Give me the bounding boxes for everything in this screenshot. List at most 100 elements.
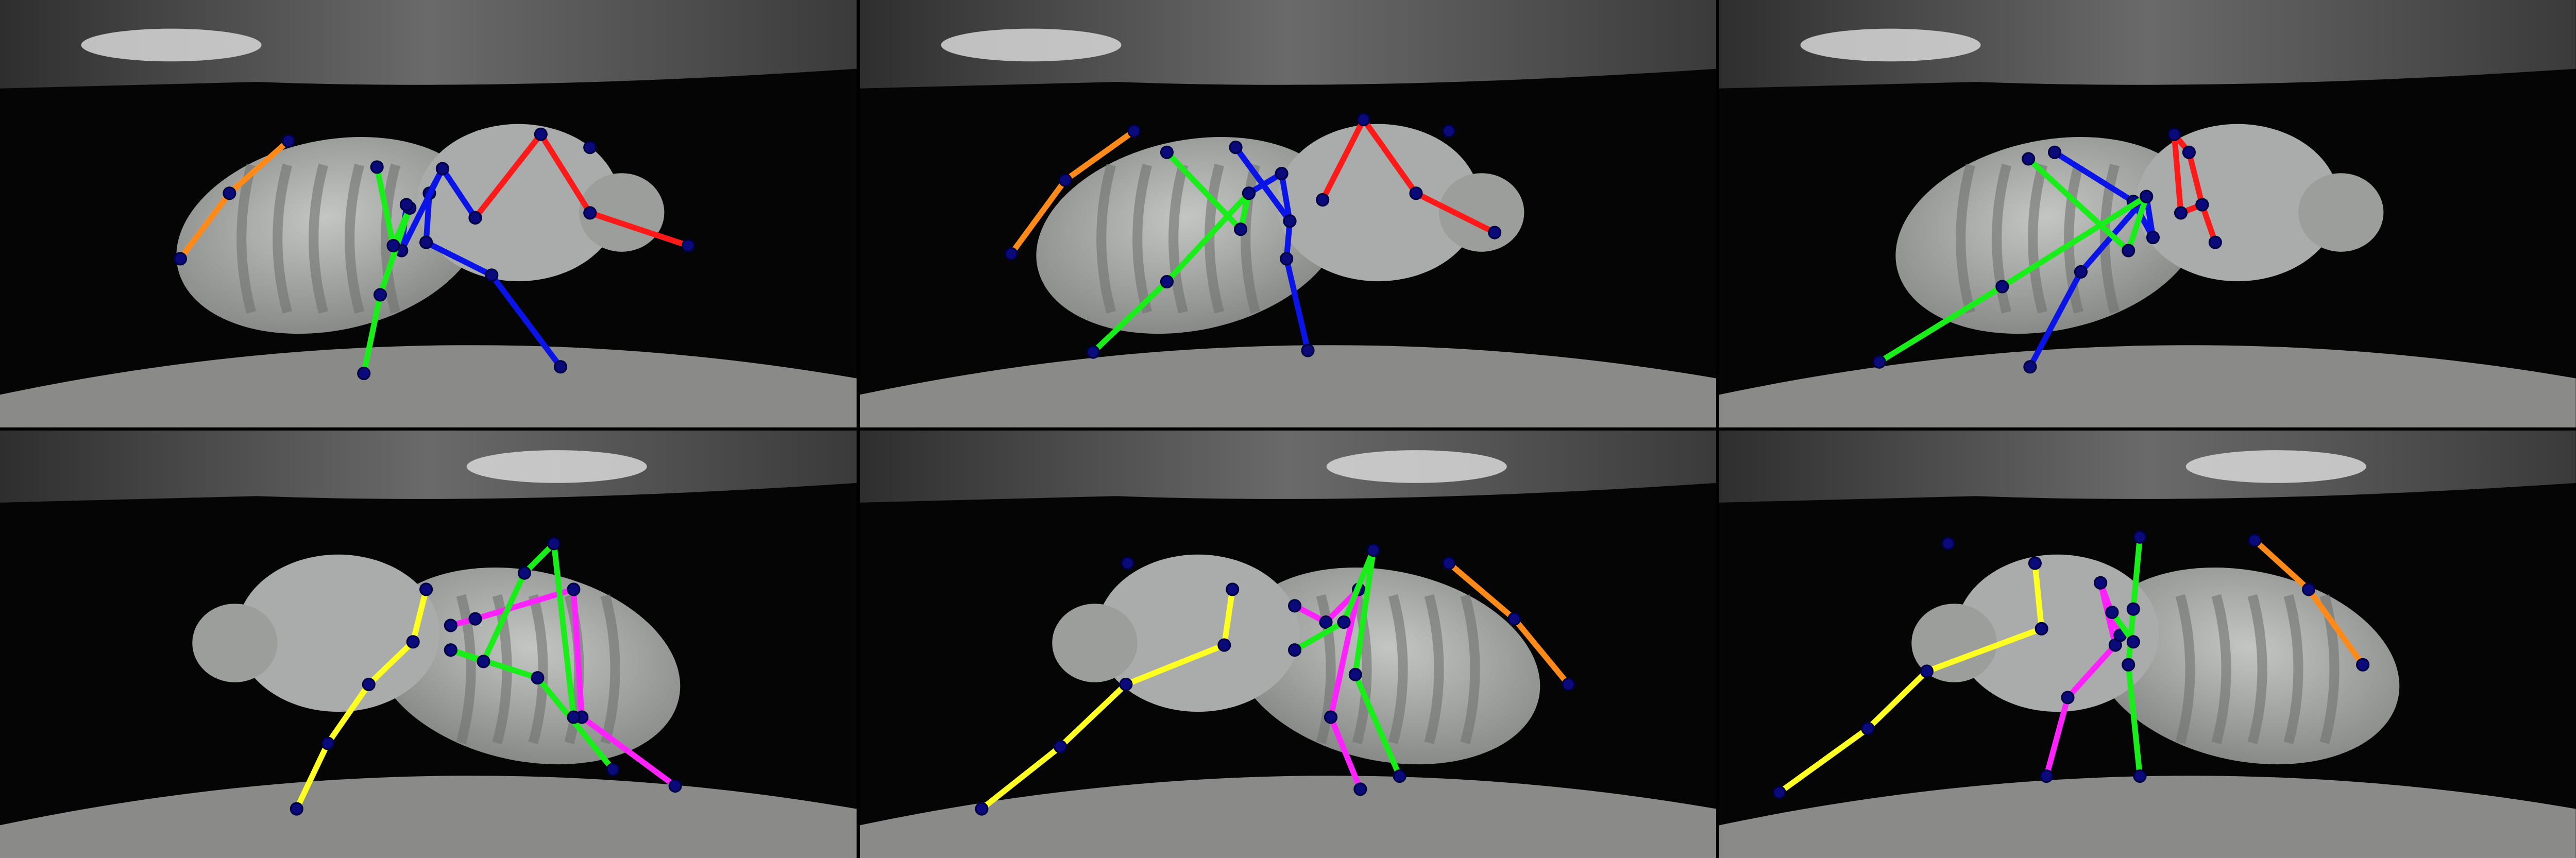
ceiling-glare bbox=[1719, 431, 2576, 503]
keypoint bbox=[2133, 769, 2147, 783]
keypoint bbox=[444, 643, 457, 657]
fly-head bbox=[2298, 173, 2384, 252]
keypoint bbox=[1242, 186, 1256, 200]
abdomen-stripe bbox=[1424, 594, 1444, 744]
keypoint bbox=[2182, 145, 2196, 159]
keypoint bbox=[547, 537, 561, 551]
keypoint bbox=[1275, 167, 1289, 181]
keypoint bbox=[531, 671, 545, 685]
limb-leg-front-a bbox=[1319, 116, 1498, 236]
light-reflection bbox=[941, 28, 1122, 62]
keypoint bbox=[2074, 265, 2088, 279]
ceiling-glare bbox=[1719, 0, 2576, 89]
fly-thorax bbox=[1096, 554, 1300, 712]
keypoint bbox=[419, 582, 433, 596]
keypoint bbox=[281, 134, 295, 148]
keypoint bbox=[2133, 530, 2147, 544]
keypoint bbox=[606, 763, 620, 777]
keypoint bbox=[1160, 274, 1174, 289]
abdomen-stripe bbox=[1168, 163, 1188, 314]
fly-thorax bbox=[1956, 554, 2159, 712]
keypoint bbox=[2140, 190, 2154, 203]
keypoint bbox=[1225, 582, 1239, 596]
keypoint bbox=[1366, 543, 1380, 557]
keypoint bbox=[2167, 127, 2181, 141]
fly-thorax bbox=[1276, 124, 1480, 282]
limb-leg-hind-a bbox=[1876, 156, 2150, 365]
keypoint bbox=[1561, 677, 1575, 691]
camera-view-top-middle bbox=[859, 0, 1717, 427]
keypoint bbox=[1287, 599, 1301, 613]
keypoint bbox=[1058, 173, 1072, 187]
ledge-surface bbox=[859, 345, 1717, 427]
keypoint bbox=[668, 779, 682, 793]
keypoint bbox=[2061, 691, 2075, 705]
keypoint bbox=[1872, 355, 1887, 369]
limb-leg-front-b bbox=[1776, 560, 2045, 796]
limb-leg-mid-a-alt bbox=[1232, 144, 1293, 224]
keypoint bbox=[1315, 193, 1329, 207]
abdomen-stripe bbox=[309, 163, 328, 314]
ceiling-glare bbox=[859, 431, 1717, 503]
keypoint bbox=[362, 677, 376, 691]
keypoint bbox=[468, 211, 482, 225]
light-reflection bbox=[1800, 28, 1981, 62]
keypoint bbox=[173, 252, 187, 266]
keypoint bbox=[321, 736, 335, 750]
keypoint bbox=[1004, 247, 1018, 261]
fly-abdomen bbox=[1895, 137, 2203, 334]
keypoint bbox=[2028, 556, 2042, 570]
keypoint bbox=[1233, 222, 1247, 236]
keypoint bbox=[1861, 722, 1875, 735]
fly-abdomen bbox=[2092, 568, 2400, 765]
keypoint bbox=[567, 582, 581, 596]
ledge-surface bbox=[1719, 345, 2576, 427]
keypoint bbox=[1217, 638, 1231, 652]
keypoint bbox=[2146, 231, 2160, 245]
ceiling-glare bbox=[859, 0, 1717, 89]
limb-leg-hind-b bbox=[2125, 534, 2143, 779]
abdomen-stripe bbox=[2176, 594, 2195, 744]
keypoint bbox=[2209, 235, 2223, 249]
keypoint bbox=[290, 802, 303, 816]
abdomen-stripe bbox=[456, 594, 476, 744]
abdomen-stripe bbox=[2248, 594, 2267, 744]
keypoint bbox=[2174, 206, 2188, 220]
abdomen-stripe bbox=[236, 163, 256, 314]
abdomen-stripe bbox=[2064, 163, 2084, 314]
fly-head bbox=[192, 604, 278, 682]
limb-leg-hind-b-alt bbox=[551, 540, 577, 720]
ledge-surface bbox=[1719, 776, 2576, 858]
keypoint bbox=[2195, 198, 2209, 212]
keypoint bbox=[1301, 344, 1315, 357]
keypoint bbox=[2094, 576, 2108, 590]
camera-view-top-right bbox=[1719, 0, 2576, 427]
ceiling-glare bbox=[0, 431, 857, 503]
keypoint bbox=[406, 635, 420, 649]
keypoint bbox=[975, 802, 989, 816]
keypoint bbox=[468, 612, 482, 626]
limb-leg-mid-a bbox=[2027, 149, 2156, 370]
keypoint bbox=[534, 127, 548, 141]
abdomen-stripe bbox=[600, 594, 620, 744]
abdomen-stripe bbox=[528, 594, 548, 744]
fly-thorax bbox=[236, 554, 440, 712]
keypoint bbox=[2023, 360, 2037, 374]
keypoint bbox=[1409, 186, 1423, 200]
keypoint bbox=[2356, 658, 2370, 672]
fly-thorax bbox=[417, 124, 620, 282]
keypoint bbox=[1283, 214, 1297, 228]
keypoint bbox=[1119, 677, 1133, 691]
keypoint bbox=[2122, 658, 2136, 672]
keypoint bbox=[1160, 145, 1174, 159]
abdomen-stripe bbox=[1316, 594, 1336, 744]
keypoint bbox=[1337, 615, 1351, 629]
abdomen-stripe bbox=[345, 163, 364, 314]
fly-head bbox=[1052, 604, 1138, 682]
camera-view-top-left bbox=[0, 0, 857, 427]
fly-head bbox=[1911, 604, 1997, 682]
fly-head bbox=[1438, 173, 1524, 252]
keypoint bbox=[1053, 740, 1067, 753]
keypoint bbox=[435, 162, 449, 176]
keypoint bbox=[1121, 556, 1134, 570]
